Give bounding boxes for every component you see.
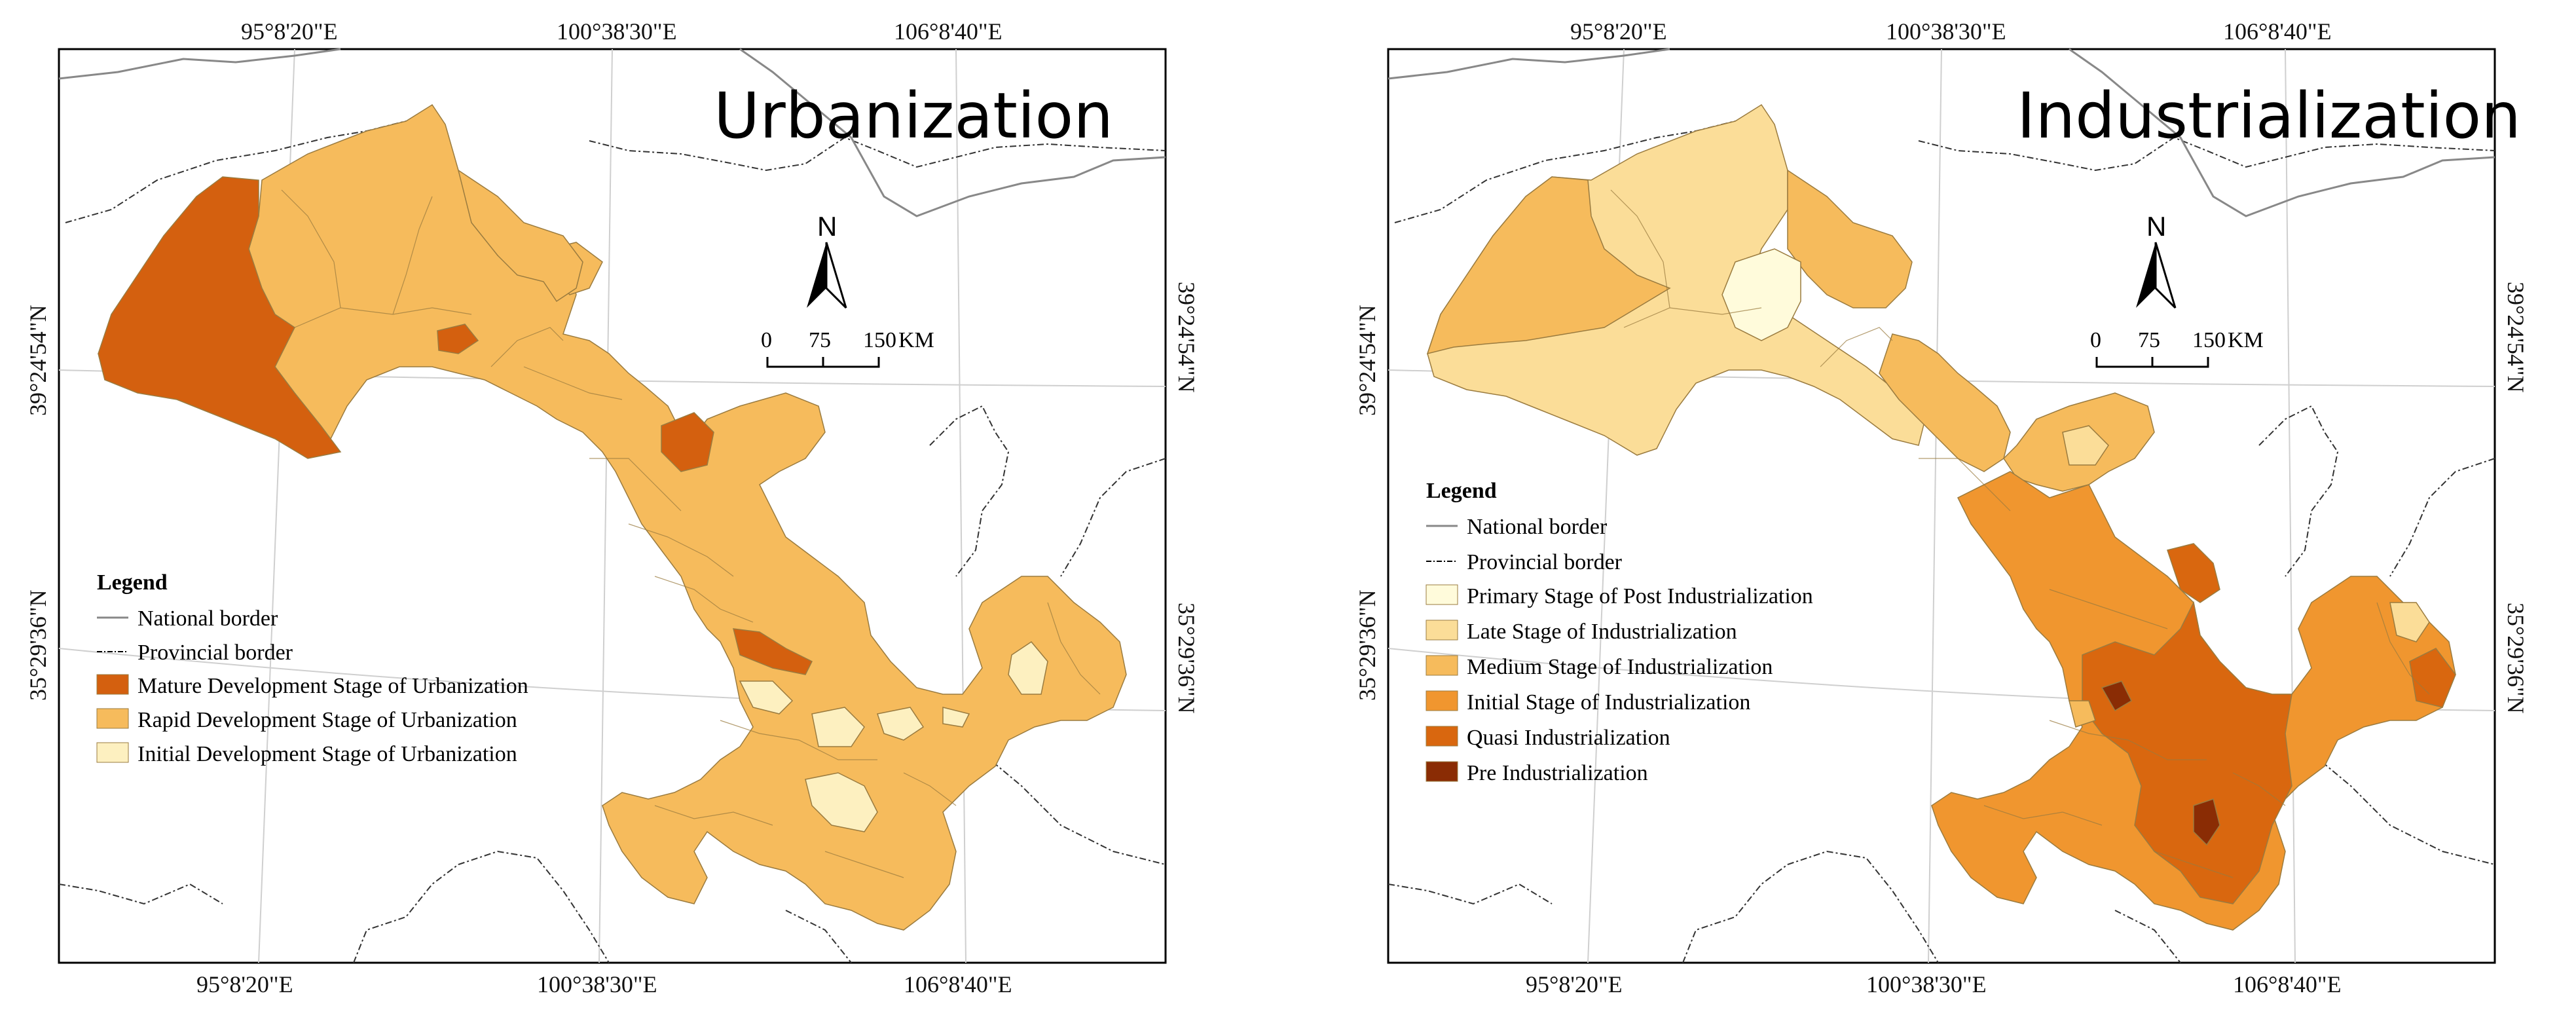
map-title: Industrialization <box>2017 79 2521 153</box>
legend-label-post: Primary Stage of Post Industrialization <box>1467 584 1813 608</box>
region-late-mid <box>2062 425 2109 466</box>
industrialization-map: Industrialization N 0 75 150 KM 95°8'20"… <box>1354 18 2529 997</box>
coord-bottom-3: 106°8'40"E <box>904 971 1012 997</box>
neighbour-borders <box>1388 121 2495 963</box>
scale-tick-0: 0 <box>2090 328 2101 352</box>
legend-label-provincial: Provincial border <box>1467 550 1623 574</box>
region-initial-2 <box>811 707 865 747</box>
national-border <box>58 48 341 80</box>
coord-left-1: 39°24'54"N <box>25 305 51 416</box>
coord-top-3: 106°8'40"E <box>894 18 1003 45</box>
coord-top-1: 95°8'20"E <box>1570 18 1667 45</box>
legend-label-rapid: Rapid Development Stage of Urbanization <box>138 708 517 732</box>
region-mature-west <box>98 176 342 459</box>
province-shape <box>1426 103 2456 931</box>
map-title: Urbanization <box>714 79 1113 153</box>
region-pre-1 <box>2101 680 2132 712</box>
region-mature-small <box>437 324 479 354</box>
region-mature-jinchang <box>661 412 714 472</box>
coord-right-2: 35°29'36"N <box>1173 603 1200 714</box>
region-pre-2 <box>2193 798 2220 846</box>
legend-swatch-pre <box>1426 761 1458 782</box>
scale-tick-0: 0 <box>761 328 772 352</box>
region-quasi-north <box>2167 543 2220 603</box>
coord-right-2: 35°29'36"N <box>2503 603 2529 714</box>
coord-top-2: 100°38'30"E <box>557 18 677 45</box>
scale-bar: 0 75 150 KM <box>2090 328 2264 368</box>
legend-swatch-post <box>1426 584 1458 605</box>
region-initial-6 <box>1008 641 1048 695</box>
legend-label-national: National border <box>138 606 278 631</box>
legend-swatch-initial <box>96 742 129 763</box>
coord-top-1: 95°8'20"E <box>241 18 338 45</box>
coord-top-3: 106°8'40"E <box>2223 18 2332 45</box>
region-rapid-jiuquan <box>457 169 583 303</box>
legend-label-medium: Medium Stage of Industrialization <box>1467 655 1773 679</box>
coord-right-1: 39°24'54"N <box>1173 282 1200 393</box>
north-label: N <box>2146 211 2166 242</box>
legend: Legend National border Provincial border… <box>96 570 528 766</box>
scale-tick-75: 75 <box>2138 328 2160 352</box>
region-initial-4 <box>805 772 878 832</box>
region-mature-lanzhou <box>733 628 813 675</box>
region-initial-5 <box>942 707 970 728</box>
legend-swatch-medium <box>1426 655 1458 676</box>
legend-label-initial: Initial Development Stage of Urbanizatio… <box>138 742 517 766</box>
national-border-east <box>2069 48 2495 217</box>
scale-tick-150: 150 <box>863 328 896 352</box>
legend-title: Legend <box>1426 479 1497 503</box>
county-lines <box>1610 189 2430 878</box>
legend-swatch-initial <box>1426 690 1458 711</box>
industrialization-map-panel: Industrialization N 0 75 150 KM 95°8'20"… <box>1310 0 2576 1023</box>
scale-tick-75: 75 <box>809 328 831 352</box>
coord-left-2: 35°29'36"N <box>1354 589 1380 701</box>
legend-swatch-rapid <box>96 708 129 729</box>
north-arrow: N <box>2136 211 2177 309</box>
coord-bottom-1: 95°8'20"E <box>1526 971 1623 997</box>
scale-unit: KM <box>2228 328 2264 352</box>
county-lines <box>281 189 1101 878</box>
coord-left-1: 39°24'54"N <box>1354 305 1380 416</box>
region-quasi-east <box>2409 648 2456 708</box>
coord-bottom-1: 95°8'20"E <box>196 971 293 997</box>
legend-swatch-late <box>1426 620 1458 641</box>
legend-label-late: Late Stage of Industrialization <box>1467 620 1737 644</box>
scale-unit: KM <box>898 328 934 352</box>
region-initial-1 <box>739 680 794 715</box>
coord-bottom-2: 100°38'30"E <box>1866 971 1987 997</box>
scale-bar: 0 75 150 KM <box>761 328 934 368</box>
region-initial-3 <box>877 707 925 741</box>
region-post-jiayuguan <box>1721 248 1801 341</box>
coord-left-2: 35°29'36"N <box>25 589 51 701</box>
coord-right-1: 39°24'54"N <box>2503 282 2529 393</box>
neighbour-borders <box>58 121 1166 963</box>
legend: Legend National border Provincial border… <box>1426 479 1813 785</box>
legend-label-provincial: Provincial border <box>138 641 293 665</box>
north-arrow: N <box>807 211 847 309</box>
coord-top-2: 100°38'30"E <box>1886 18 2006 45</box>
legend-label-pre: Pre Industrialization <box>1467 761 1648 785</box>
legend-title: Legend <box>97 570 168 595</box>
coord-bottom-2: 100°38'30"E <box>537 971 657 997</box>
national-border-east <box>739 48 1166 217</box>
scale-tick-150: 150 <box>2192 328 2226 352</box>
national-border <box>1388 48 1670 80</box>
coord-bottom-3: 106°8'40"E <box>2233 971 2342 997</box>
region-medium-ne <box>1787 169 1913 308</box>
legend-swatch-quasi <box>1426 726 1458 747</box>
region-late-east <box>2389 602 2430 642</box>
urbanization-map: Urbanization N 0 75 150 KM 95°8'20"E 100… <box>25 18 1200 997</box>
legend-swatch-mature <box>96 674 129 695</box>
legend-label-quasi: Quasi Industrialization <box>1467 726 1670 750</box>
region-quasi-central <box>2082 601 2292 904</box>
region-medium-north <box>1426 176 1671 355</box>
legend-label-initial: Initial Stage of Industrialization <box>1467 690 1750 715</box>
region-medium-south <box>2069 700 2096 728</box>
legend-label-national: National border <box>1467 515 1608 539</box>
urbanization-map-panel: Urbanization N 0 75 150 KM 95°8'20"E 100… <box>0 0 1266 1023</box>
north-label: N <box>817 211 837 242</box>
legend-label-mature: Mature Development Stage of Urbanization <box>138 674 528 698</box>
province-shape <box>97 103 1127 931</box>
